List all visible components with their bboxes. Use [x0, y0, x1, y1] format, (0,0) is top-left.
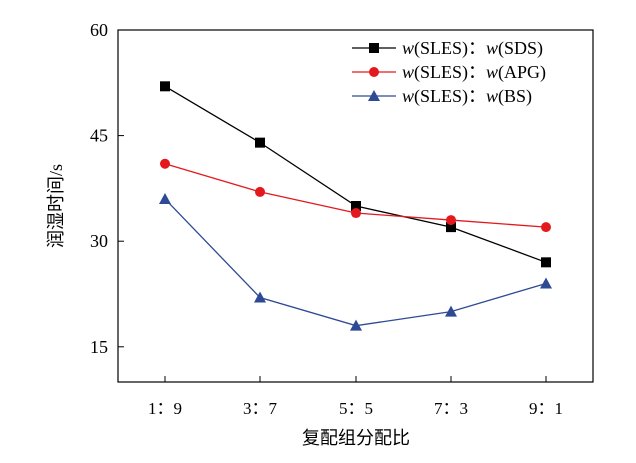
- triangle-marker: [350, 319, 362, 331]
- legend-item: w(SLES)：w(BS): [352, 86, 532, 107]
- legend-item: w(SLES)：w(APG): [352, 62, 546, 83]
- x-tick-label: 1：9: [148, 399, 182, 418]
- x-axis-label: 复配组分配比: [302, 428, 410, 448]
- legend-label: w(SLES)：w(BS): [402, 86, 532, 107]
- y-tick-label: 60: [90, 20, 108, 40]
- y-axis-label: 润湿时间/s: [46, 164, 66, 248]
- triangle-marker: [254, 291, 266, 303]
- circle-marker: [446, 215, 456, 226]
- series-circle: [160, 158, 551, 233]
- series-square: [160, 81, 551, 268]
- x-tick-label: 5：5: [339, 399, 373, 418]
- legend-label: w(SLES)：w(SDS): [402, 38, 543, 59]
- circle-marker: [351, 208, 361, 219]
- legend-item: w(SLES)：w(SDS): [352, 38, 543, 59]
- triangle-marker: [368, 90, 380, 101]
- square-marker: [369, 43, 379, 53]
- square-marker: [255, 137, 265, 148]
- x-tick-label: 9：1: [529, 399, 563, 418]
- circle-marker: [255, 186, 265, 197]
- y-tick-label: 15: [90, 337, 108, 357]
- legend-label: w(SLES)：w(APG): [402, 62, 546, 83]
- series-triangle: [159, 192, 552, 331]
- triangle-marker: [540, 277, 552, 289]
- circle-marker: [369, 67, 379, 77]
- y-tick-label: 45: [90, 126, 108, 146]
- y-tick-label: 30: [90, 231, 108, 251]
- series-line: [164, 85, 547, 263]
- square-marker: [351, 201, 361, 211]
- square-marker: [446, 222, 456, 233]
- triangle-marker: [159, 192, 171, 204]
- triangle-marker: [445, 305, 457, 317]
- circle-marker: [541, 222, 551, 233]
- x-tick-label: 3：7: [243, 399, 277, 418]
- square-marker: [541, 257, 551, 268]
- square-marker: [160, 81, 170, 92]
- circle-marker: [160, 158, 170, 169]
- x-tick-label: 7：3: [434, 399, 468, 418]
